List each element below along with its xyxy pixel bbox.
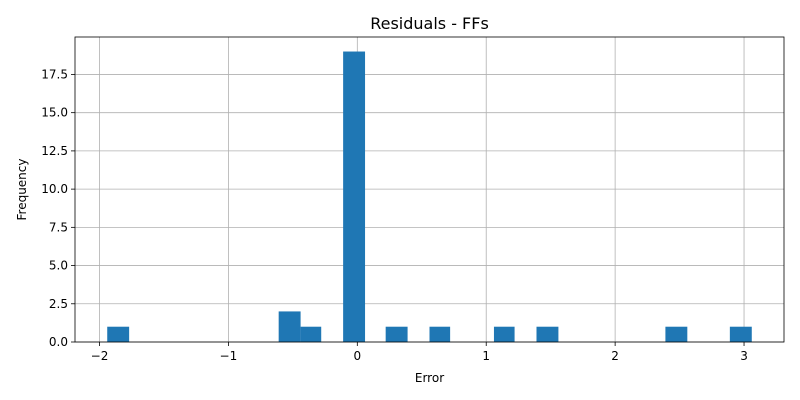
histogram-bar [278, 311, 301, 342]
y-tick-label: 5.0 [49, 259, 68, 273]
histogram-bar [343, 51, 366, 343]
y-tick-label: 15.0 [41, 106, 68, 120]
y-axis: 0.0 2.5 5.0 7.5 10.0 12.5 15.0 17.5 [41, 67, 75, 349]
x-tick-label: 2 [611, 349, 619, 363]
y-tick-label: 0.0 [49, 335, 68, 349]
x-tick-label: −1 [220, 349, 238, 363]
histogram-bar [107, 326, 130, 342]
x-tick-label: 3 [740, 349, 748, 363]
y-tick-label: 10.0 [41, 182, 68, 196]
histogram-bar [536, 326, 559, 342]
x-tick-label: 0 [353, 349, 361, 363]
chart-title: Residuals - FFs [370, 14, 489, 33]
histogram-bar [300, 326, 322, 342]
y-tick-label: 12.5 [41, 144, 68, 158]
x-tick-label: 1 [482, 349, 490, 363]
histogram-bar [665, 326, 688, 342]
y-tick-label: 2.5 [49, 297, 68, 311]
y-axis-label: Frequency [15, 159, 29, 221]
x-axis-label: Error [415, 371, 444, 385]
x-tick-label: −2 [91, 349, 109, 363]
bars [107, 51, 752, 343]
y-tick-label: 7.5 [49, 220, 68, 234]
x-axis: −2 −1 0 1 2 3 [91, 342, 748, 363]
grid [75, 37, 784, 343]
histogram-bar [729, 326, 752, 342]
histogram-bar [493, 326, 515, 342]
histogram-bar [385, 326, 408, 342]
y-tick-label: 17.5 [41, 67, 68, 81]
histogram-bar [429, 326, 451, 342]
